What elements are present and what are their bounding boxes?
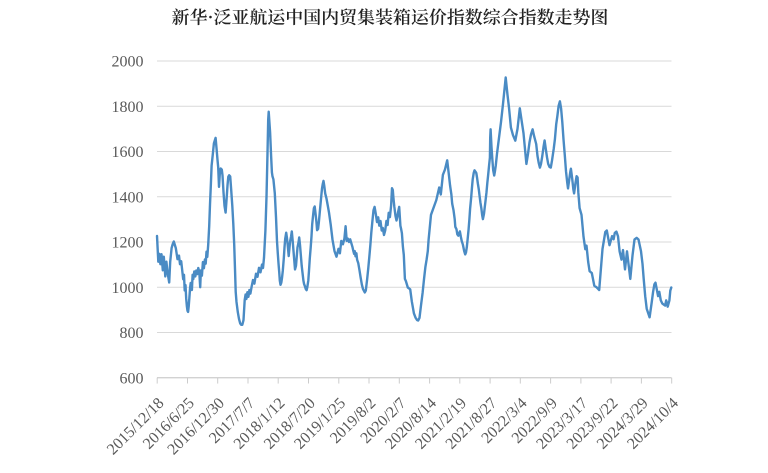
svg-text:1200: 1200: [112, 235, 144, 252]
svg-text:600: 600: [120, 370, 144, 387]
svg-text:1400: 1400: [112, 189, 144, 206]
svg-text:1000: 1000: [112, 280, 144, 297]
svg-text:2000: 2000: [112, 54, 144, 71]
svg-text:800: 800: [120, 325, 144, 342]
svg-text:1600: 1600: [112, 144, 144, 161]
svg-text:1800: 1800: [112, 99, 144, 116]
